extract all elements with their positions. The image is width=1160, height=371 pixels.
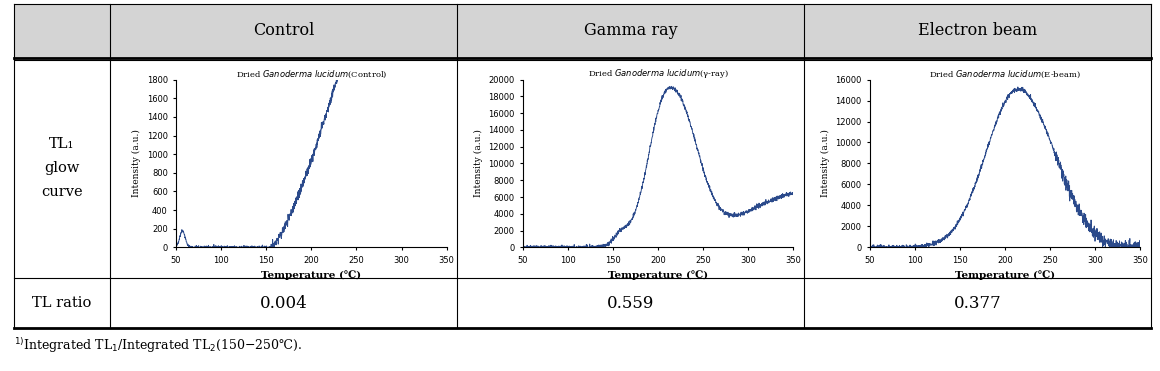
Text: TL ratio: TL ratio	[32, 296, 92, 310]
Text: TL₁
glow
curve: TL₁ glow curve	[42, 137, 82, 199]
Text: Electron beam: Electron beam	[918, 22, 1037, 39]
X-axis label: Temperature (℃): Temperature (℃)	[608, 270, 709, 280]
Y-axis label: Intensity (a.u.): Intensity (a.u.)	[820, 129, 829, 197]
Text: Control: Control	[253, 22, 314, 39]
Y-axis label: Intensity (a.u.): Intensity (a.u.)	[132, 129, 142, 197]
Title: Dried $\it{Ganoderma\ lucidum}$(E-beam): Dried $\it{Ganoderma\ lucidum}$(E-beam)	[929, 68, 1081, 79]
Text: 0.559: 0.559	[607, 295, 654, 312]
Text: Gamma ray: Gamma ray	[583, 22, 677, 39]
Text: 0.377: 0.377	[954, 295, 1001, 312]
X-axis label: Temperature (℃): Temperature (℃)	[261, 270, 362, 280]
Title: Dried $\it{Ganoderma\ lucidum}$(γ-ray): Dried $\it{Ganoderma\ lucidum}$(γ-ray)	[588, 66, 728, 79]
Title: Dried $\it{Ganoderma\ lucidum}$(Control): Dried $\it{Ganoderma\ lucidum}$(Control)	[235, 68, 387, 79]
Text: $^{1)}$Integrated TL$_1$/Integrated TL$_2$(150−250℃).: $^{1)}$Integrated TL$_1$/Integrated TL$_…	[14, 336, 302, 355]
X-axis label: Temperature (℃): Temperature (℃)	[955, 270, 1056, 280]
Text: 0.004: 0.004	[260, 295, 307, 312]
Y-axis label: Intensity (a.u.): Intensity (a.u.)	[473, 129, 483, 197]
